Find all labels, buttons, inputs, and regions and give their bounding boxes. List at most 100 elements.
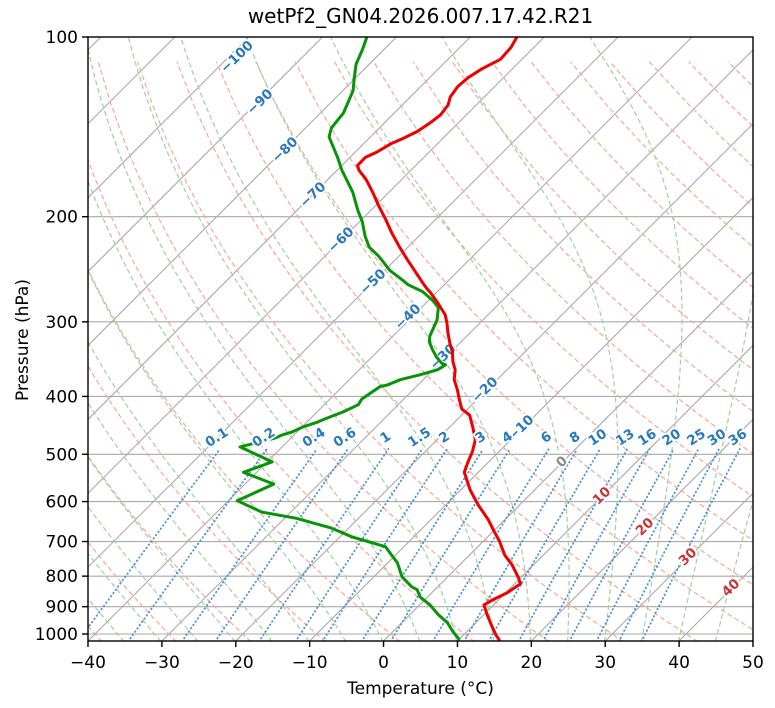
mixing-ratio-line [88, 448, 221, 630]
mixing-ratio-line [640, 448, 741, 641]
moist-adiabat-line [589, 37, 683, 641]
dry-adiabat-line [137, 61, 624, 641]
y-tick-label: 700 [46, 533, 78, 553]
dry-adiabat-line [215, 61, 753, 631]
axes-frame [87, 36, 754, 642]
y-tick-label: 600 [46, 493, 78, 513]
moist-adiabat-line [0, 37, 13, 642]
moist-adiabat-line [330, 37, 570, 641]
isotherm-line [383, 270, 753, 641]
mixing-ratio-line [487, 448, 601, 641]
x-tick-label: −40 [70, 653, 106, 673]
moist-adiabat-line [245, 37, 532, 641]
dry-adiabat-line [688, 61, 753, 128]
mixing-ratio-label: 0.4 [300, 424, 329, 450]
moist-adiabat-line [88, 269, 347, 641]
dry-adiabat-line [333, 61, 753, 498]
x-tick-label: −10 [292, 653, 328, 673]
isotherm-line [457, 344, 753, 641]
moist-adiabat-line [0, 37, 50, 642]
isotherm-line [604, 492, 753, 641]
dry-adiabat-line [727, 61, 753, 88]
mixing-ratio-line [127, 448, 268, 641]
isotherm-line [88, 37, 323, 273]
isotherm-line [161, 49, 753, 641]
moist-adiabat-line [127, 37, 458, 641]
moist-adiabat-line [88, 340, 310, 641]
y-tick-label: 900 [46, 598, 78, 618]
x-tick-label: 10 [447, 653, 469, 673]
moist-adiabat-line [714, 498, 753, 641]
isotherm-label: −80 [269, 134, 302, 166]
mixing-ratio-line [389, 448, 511, 641]
x-tick-label: 30 [594, 653, 616, 673]
mixing-ratio-label: 0.2 [249, 424, 278, 450]
dry-adiabat-line [648, 61, 753, 168]
mixing-ratio-label: 2 [436, 428, 453, 447]
moist-adiabat-line [88, 401, 273, 641]
mixing-ratio-label: 13 [613, 426, 637, 450]
y-tick-label: 100 [46, 28, 78, 48]
isotherm-label: −40 [392, 301, 425, 333]
moist-adiabat-line [441, 37, 619, 641]
y-tick-label: 300 [46, 313, 78, 333]
mixing-ratio-label: 0.6 [331, 424, 360, 450]
isotherm-label: −20 [469, 374, 502, 406]
isotherm-label: −100 [217, 38, 257, 77]
dry-adiabat-line [176, 61, 699, 641]
x-tick-label: −30 [144, 653, 180, 673]
mixing-ratio-line [595, 448, 700, 641]
isotherm-line [752, 640, 753, 641]
x-tick-label: 40 [668, 653, 690, 673]
dry-adiabat-line [88, 625, 103, 641]
isotherm-line [88, 37, 545, 495]
isotherm-line [88, 37, 619, 568]
mixing-ratio-label: 20 [659, 426, 683, 450]
dry-adiabat-line [451, 61, 753, 371]
moist-adiabat-line [88, 179, 384, 641]
temperature-curve [356, 37, 522, 641]
moist-adiabat-line [180, 37, 495, 641]
y-tick-label: 500 [46, 445, 78, 465]
x-tick-label: 20 [521, 653, 543, 673]
mixing-ratio-label: 36 [726, 426, 750, 450]
moist-adiabat-line [88, 552, 162, 641]
isotherm-line [235, 122, 753, 641]
dry-adiabat-line [412, 61, 753, 413]
mixing-ratio-line [618, 448, 720, 641]
dry-adiabat-line [767, 62, 775, 642]
dry-adiabat-line [97, 61, 550, 641]
x-tick-label: 50 [742, 653, 764, 673]
dewpoint-curve [235, 37, 461, 641]
isotherm-label: −90 [244, 86, 277, 118]
mixing-ratio-line [181, 448, 318, 641]
mixing-ratio-label: 16 [635, 426, 659, 450]
isotherm-line [309, 196, 753, 641]
mixing-ratio-line [214, 448, 349, 641]
isotherm-line [88, 37, 397, 347]
mixing-ratio-line [360, 448, 485, 641]
moist-adiabat-line [751, 637, 753, 641]
moist-adiabat-line [88, 455, 236, 641]
dry-adiabat-line [0, 62, 27, 642]
isotherm-line [530, 418, 753, 641]
mixing-ratio-line [258, 448, 390, 641]
mixing-ratio-line [568, 448, 675, 641]
y-tick-label: 1000 [35, 625, 78, 645]
moist-adiabat-line [88, 46, 421, 641]
mixing-ratio-label: 10 [586, 426, 610, 450]
mixing-ratio-label: 6 [538, 428, 555, 447]
y-tick-label: 200 [46, 208, 78, 228]
chart-title: wetPf2_GN04.2026.007.17.42.R21 [247, 4, 594, 28]
x-axis-label: Temperature (°C) [347, 679, 494, 699]
mixing-ratio-line [321, 448, 448, 641]
dry-adiabat-line [88, 157, 475, 641]
dry-adiabat-line [88, 267, 401, 641]
moist-adiabat-line [677, 289, 753, 641]
y-tick-label: 800 [46, 567, 78, 587]
mixing-ratio-line [432, 448, 550, 641]
dry-adiabat-line [491, 61, 753, 330]
